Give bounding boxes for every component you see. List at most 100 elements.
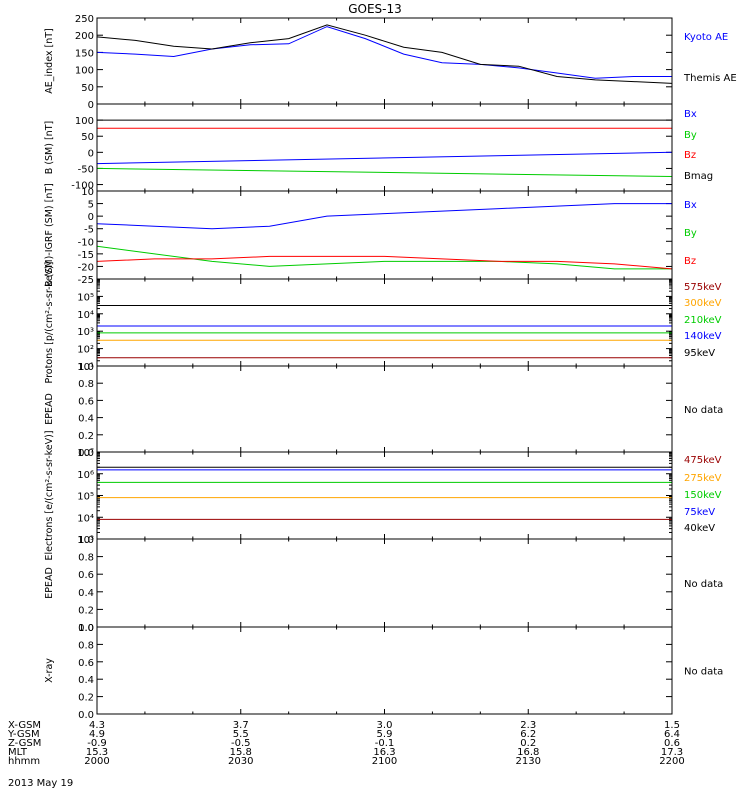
ephemeris-value: 15.8 <box>230 747 252 758</box>
y-tick-label: 50 <box>81 83 94 94</box>
y-tick-label: 5 <box>88 200 94 211</box>
legend-label: 575keV <box>684 282 722 293</box>
ephemeris-value: 15.3 <box>86 747 108 758</box>
legend-label: 95keV <box>684 348 715 359</box>
y-tick-label: 10³ <box>77 535 94 546</box>
y-axis-label: X-ray <box>44 658 55 683</box>
y-tick-label: 0.6 <box>78 658 94 669</box>
panel-frame <box>96 538 673 628</box>
series-line <box>96 26 672 79</box>
y-tick-label: 0.0 <box>78 623 94 634</box>
ephemeris-value: 1.5 <box>664 720 680 731</box>
plot-title: GOES-13 <box>348 2 402 16</box>
ephemeris-value: -0.5 <box>231 738 251 749</box>
panel-frame <box>96 451 673 540</box>
legend-label: Themis AE <box>683 73 737 84</box>
y-tick-label: 10¹ <box>77 362 94 373</box>
y-tick-label: -20 <box>78 262 94 273</box>
y-tick-label: 10⁶ <box>77 470 94 481</box>
panel-8: 0.0 0.2 0.4 0.6 0.8 1.0 No data X-ray <box>44 623 723 721</box>
ephemeris-value: 6.2 <box>520 729 536 740</box>
ephemeris-value: 3.0 <box>377 720 393 731</box>
y-tick-label: 10 <box>81 187 94 198</box>
ephemeris-row-label: Z-GSM <box>8 738 41 749</box>
ephemeris-value: 16.3 <box>373 747 395 758</box>
y-tick-label: 0.4 <box>78 588 94 599</box>
ephemeris-value: 2000 <box>84 756 109 767</box>
legend-label: Bz <box>684 256 696 267</box>
y-tick-label: 200 <box>75 31 94 42</box>
y-axis-label: AE_index [nT] <box>44 28 55 94</box>
panel-2: -100 -50 0 50 100 Bx By Bz Bmag B (SM) [nT] <box>44 103 713 192</box>
panel-6: 10³ 10⁴ 10⁵ 10⁶ 10⁷ 475keV 275keV 150keV 75keV 40… <box>44 430 722 560</box>
ephemeris-value: 6.4 <box>664 729 680 740</box>
ephemeris-value: 16.8 <box>517 747 539 758</box>
series-line <box>96 255 673 270</box>
y-tick-label: 0.8 <box>78 379 94 390</box>
ephemeris-value: 3.7 <box>233 720 249 731</box>
legend-label: 150keV <box>684 490 722 501</box>
y-axis-label: EPEAD <box>44 393 55 425</box>
y-tick-label: 1.0 <box>78 623 94 634</box>
panel-3: -25 -20-15 -10-5 05 10 Bx By Bz B (SM)-IGRF (SM)… <box>44 183 697 287</box>
y-axis-label: B (SM) [nT] <box>44 121 55 174</box>
y-tick-label: 1.0 <box>78 362 94 373</box>
legend-label: 210keV <box>684 315 722 326</box>
ephemeris-row-label: MLT <box>8 747 28 758</box>
y-tick-label: -15 <box>78 250 94 261</box>
legend-label: 475keV <box>684 455 722 466</box>
ephemeris-value: 0.6 <box>664 738 680 749</box>
panel-7: 0.0 0.2 0.4 0.6 0.8 1.0 No data EPEAD <box>44 535 723 634</box>
ephemeris-table: X-GSM 4.3 3.7 3.0 2.3 1.5 Y-GSM 4.9 5.5 5.9 6.2 6.4… <box>7 720 685 767</box>
y-tick-label: 0.2 <box>78 605 94 616</box>
ephemeris-row-label: X-GSM <box>8 720 41 731</box>
legend-label: Bx <box>684 200 697 211</box>
series-line <box>96 24 673 84</box>
panel-4: 10¹ 10² 10³ 10⁴ 10⁵ 575keV 300keV 210keV 140keV 9… <box>44 262 722 384</box>
y-axis-label: Protons [p/(cm²-s-sr-keV)] <box>44 262 55 384</box>
ephemeris-value: -0.9 <box>87 738 107 749</box>
no-data-label: No data <box>684 579 723 590</box>
legend-label: 300keV <box>684 298 722 309</box>
legend-label: By <box>684 228 697 239</box>
y-tick-label: 10⁵ <box>77 292 94 303</box>
y-tick-label: 50 <box>81 132 94 143</box>
legend-label: Bmag <box>684 171 713 182</box>
y-tick-label: 0.0 <box>78 710 94 721</box>
y-tick-label: 0.4 <box>78 675 94 686</box>
ephemeris-row-label: hhmm <box>8 756 40 767</box>
y-tick-label: -10 <box>78 237 94 248</box>
y-tick-label: 150 <box>75 48 94 59</box>
y-tick-label: 100 <box>75 66 94 77</box>
series-line <box>96 151 673 165</box>
y-tick-label: 0 <box>88 212 94 223</box>
series-line <box>96 167 673 177</box>
legend-label: Bz <box>684 150 696 161</box>
date-label: 2013 May 19 <box>8 778 73 789</box>
y-tick-label: 0.0 <box>78 448 94 459</box>
y-tick-label: 0.4 <box>78 414 94 425</box>
ephemeris-value: 2200 <box>659 756 684 767</box>
ephemeris-value: 17.3 <box>661 747 683 758</box>
ephemeris-value: 5.5 <box>233 729 249 740</box>
y-tick-label: 0.8 <box>78 640 94 651</box>
panel-frame <box>96 17 673 105</box>
panel-1: 0 50 100 150 200 250 Kyoto AE Themis AE AE_index… <box>44 14 737 111</box>
panel-frame <box>96 626 673 715</box>
y-tick-label: 10² <box>77 345 94 356</box>
ephemeris-value: 2030 <box>228 756 253 767</box>
panel-frame <box>96 278 673 367</box>
y-tick-label: -100 <box>71 181 94 192</box>
y-tick-label: 1.0 <box>78 535 94 546</box>
legend-label: 140keV <box>684 331 722 342</box>
y-tick-label: 10⁴ <box>77 310 94 321</box>
ephemeris-value: 2.3 <box>520 720 536 731</box>
ephemeris-value: 2130 <box>516 756 541 767</box>
y-tick-label: 0.8 <box>78 553 94 564</box>
y-axis-label: EPEAD <box>44 567 55 599</box>
y-tick-label: -25 <box>78 275 94 286</box>
y-tick-label: 0.6 <box>78 570 94 581</box>
panel-frame <box>96 103 673 192</box>
y-tick-label: 10⁴ <box>77 513 94 524</box>
